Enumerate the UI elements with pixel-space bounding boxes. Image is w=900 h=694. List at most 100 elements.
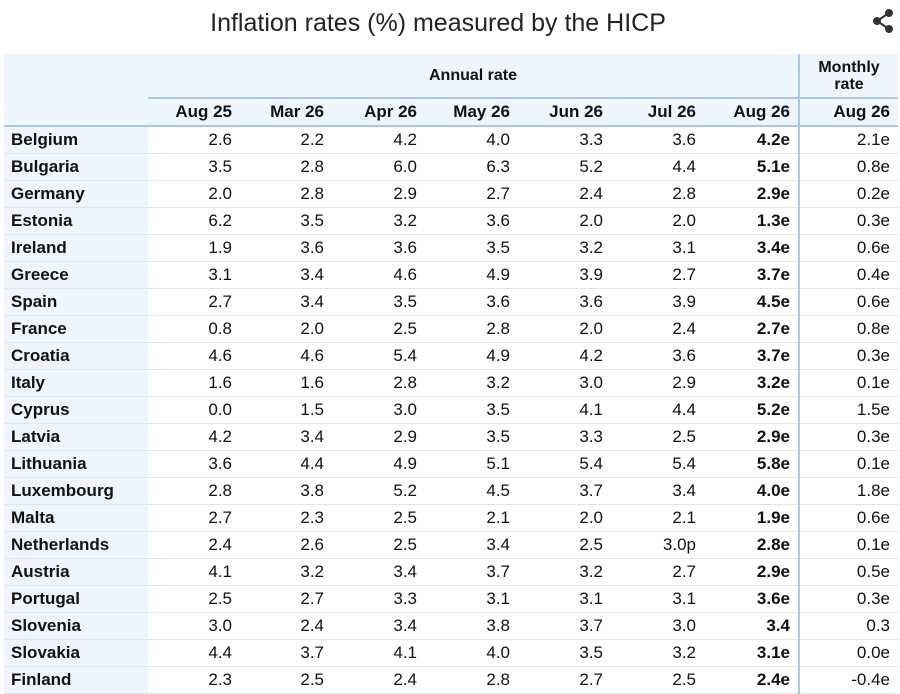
annual-rate-cell: 4.2: [518, 342, 611, 370]
country-cell: Austria: [4, 558, 148, 586]
annual-rate-cell: 2.5: [518, 531, 611, 559]
annual-rate-cell: 2.3: [148, 666, 240, 694]
annual-rate-cell: 3.6: [425, 288, 518, 316]
annual-rate-cell: 4.6: [332, 261, 425, 289]
period-header: Mar 26: [240, 98, 332, 127]
country-cell: Belgium: [4, 126, 148, 154]
period-header: May 26: [425, 98, 518, 127]
annual-rate-cell: 4.9: [332, 450, 425, 478]
annual-rate-cell: 3.2: [425, 369, 518, 397]
annual-rate-cell: 2.5: [332, 504, 425, 532]
annual-rate-cell: 3.2: [518, 558, 611, 586]
annual-rate-cell: 2.7: [148, 504, 240, 532]
latest-annual-cell: 1.3e: [704, 207, 800, 235]
annual-rate-cell: 0.0: [148, 396, 240, 424]
annual-rate-cell: 2.8: [332, 369, 425, 397]
annual-rate-cell: 2.1: [425, 504, 518, 532]
annual-rate-cell: 3.6: [332, 234, 425, 262]
table-row: Bulgaria 3.5 2.8 6.0 6.3 5.2 4.4 5.1e 0.8e: [4, 153, 899, 181]
annual-rate-cell: 3.2: [240, 558, 332, 586]
latest-annual-cell: 2.9e: [704, 423, 800, 451]
table-row: Luxembourg 2.8 3.8 5.2 4.5 3.7 3.4 4.0e 1.8e: [4, 477, 899, 505]
country-cell: Latvia: [4, 423, 148, 451]
annual-rate-cell: 2.5: [611, 423, 704, 451]
annual-rate-cell: 4.5: [425, 477, 518, 505]
annual-rate-cell: 2.8: [425, 315, 518, 343]
latest-annual-cell: 3.6e: [704, 585, 800, 613]
header-group-row: Annual rate Monthly rate: [4, 54, 899, 99]
table-row: Finland 2.3 2.5 2.4 2.8 2.7 2.5 2.4e -0.4e: [4, 666, 899, 694]
annual-rate-cell: 2.1: [611, 504, 704, 532]
annual-rate-cell: 3.4: [332, 612, 425, 640]
annual-rate-cell: 2.2: [240, 126, 332, 154]
latest-annual-cell: 5.2e: [704, 396, 800, 424]
inflation-table: Annual rate Monthly rate Aug 25 Mar 26 A…: [4, 54, 899, 694]
annual-rate-cell: 0.8: [148, 315, 240, 343]
latest-annual-cell: 2.4e: [704, 666, 800, 694]
monthly-rate-cell: 0.3: [798, 612, 899, 640]
annual-rate-cell: 2.7: [240, 585, 332, 613]
annual-rate-cell: 3.4: [240, 423, 332, 451]
country-cell: Malta: [4, 504, 148, 532]
annual-rate-cell: 3.0p: [611, 531, 704, 559]
annual-rate-cell: 3.5: [148, 153, 240, 181]
annual-rate-cell: 3.1: [148, 261, 240, 289]
table-row: Ireland 1.9 3.6 3.6 3.5 3.2 3.1 3.4e 0.6e: [4, 234, 899, 262]
annual-rate-cell: 1.6: [148, 369, 240, 397]
table-row: Latvia 4.2 3.4 2.9 3.5 3.3 2.5 2.9e 0.3e: [4, 423, 899, 451]
monthly-rate-cell: 0.2e: [798, 180, 899, 208]
annual-rate-cell: 3.5: [425, 423, 518, 451]
period-header: Aug 26: [704, 98, 800, 127]
monthly-rate-cell: -0.4e: [798, 666, 899, 694]
table-row: Cyprus 0.0 1.5 3.0 3.5 4.1 4.4 5.2e 1.5e: [4, 396, 899, 424]
country-cell: Ireland: [4, 234, 148, 262]
country-cell: Finland: [4, 666, 148, 694]
annual-rate-cell: 2.9: [332, 423, 425, 451]
annual-rate-cell: 2.7: [611, 261, 704, 289]
annual-rate-cell: 3.4: [332, 558, 425, 586]
monthly-rate-cell: 0.6e: [798, 504, 899, 532]
annual-rate-cell: 3.5: [240, 207, 332, 235]
monthly-rate-cell: 0.3e: [798, 423, 899, 451]
annual-rate-cell: 6.2: [148, 207, 240, 235]
latest-annual-cell: 2.9e: [704, 558, 800, 586]
latest-annual-cell: 1.9e: [704, 504, 800, 532]
annual-rate-cell: 2.5: [611, 666, 704, 694]
annual-rate-cell: 4.6: [148, 342, 240, 370]
latest-annual-cell: 3.7e: [704, 261, 800, 289]
annual-rate-cell: 3.3: [518, 423, 611, 451]
annual-rate-cell: 1.9: [148, 234, 240, 262]
share-button[interactable]: [870, 8, 896, 34]
annual-rate-cell: 5.2: [518, 153, 611, 181]
annual-rate-cell: 3.0: [332, 396, 425, 424]
table-row: Lithuania 3.6 4.4 4.9 5.1 5.4 5.4 5.8e 0.1e: [4, 450, 899, 478]
latest-annual-cell: 4.2e: [704, 126, 800, 154]
annual-rate-cell: 3.1: [518, 585, 611, 613]
country-cell: Lithuania: [4, 450, 148, 478]
annual-rate-cell: 3.4: [425, 531, 518, 559]
table-row: Austria 4.1 3.2 3.4 3.7 3.2 2.7 2.9e 0.5e: [4, 558, 899, 586]
monthly-rate-cell: 0.8e: [798, 153, 899, 181]
table-body: Belgium 2.6 2.2 4.2 4.0 3.3 3.6 4.2e 2.1e Bulgari…: [4, 126, 899, 694]
annual-rate-cell: 3.2: [332, 207, 425, 235]
annual-rate-cell: 3.0: [148, 612, 240, 640]
period-header: Aug 25: [148, 98, 240, 127]
annual-rate-cell: 4.9: [425, 342, 518, 370]
latest-annual-cell: 2.9e: [704, 180, 800, 208]
country-cell: Slovakia: [4, 639, 148, 667]
country-cell: Croatia: [4, 342, 148, 370]
annual-rate-cell: 2.6: [148, 126, 240, 154]
annual-rate-cell: 3.8: [425, 612, 518, 640]
annual-rate-cell: 3.9: [518, 261, 611, 289]
annual-rate-cell: 2.5: [240, 666, 332, 694]
annual-rate-cell: 2.4: [332, 666, 425, 694]
latest-annual-cell: 4.0e: [704, 477, 800, 505]
annual-rate-cell: 4.0: [425, 639, 518, 667]
monthly-rate-cell: 0.5e: [798, 558, 899, 586]
annual-rate-cell: 3.0: [611, 612, 704, 640]
annual-rate-cell: 4.0: [425, 126, 518, 154]
annual-rate-cell: 2.4: [611, 315, 704, 343]
latest-annual-cell: 3.4: [704, 612, 800, 640]
annual-rate-cell: 2.0: [240, 315, 332, 343]
annual-rate-cell: 3.6: [611, 126, 704, 154]
